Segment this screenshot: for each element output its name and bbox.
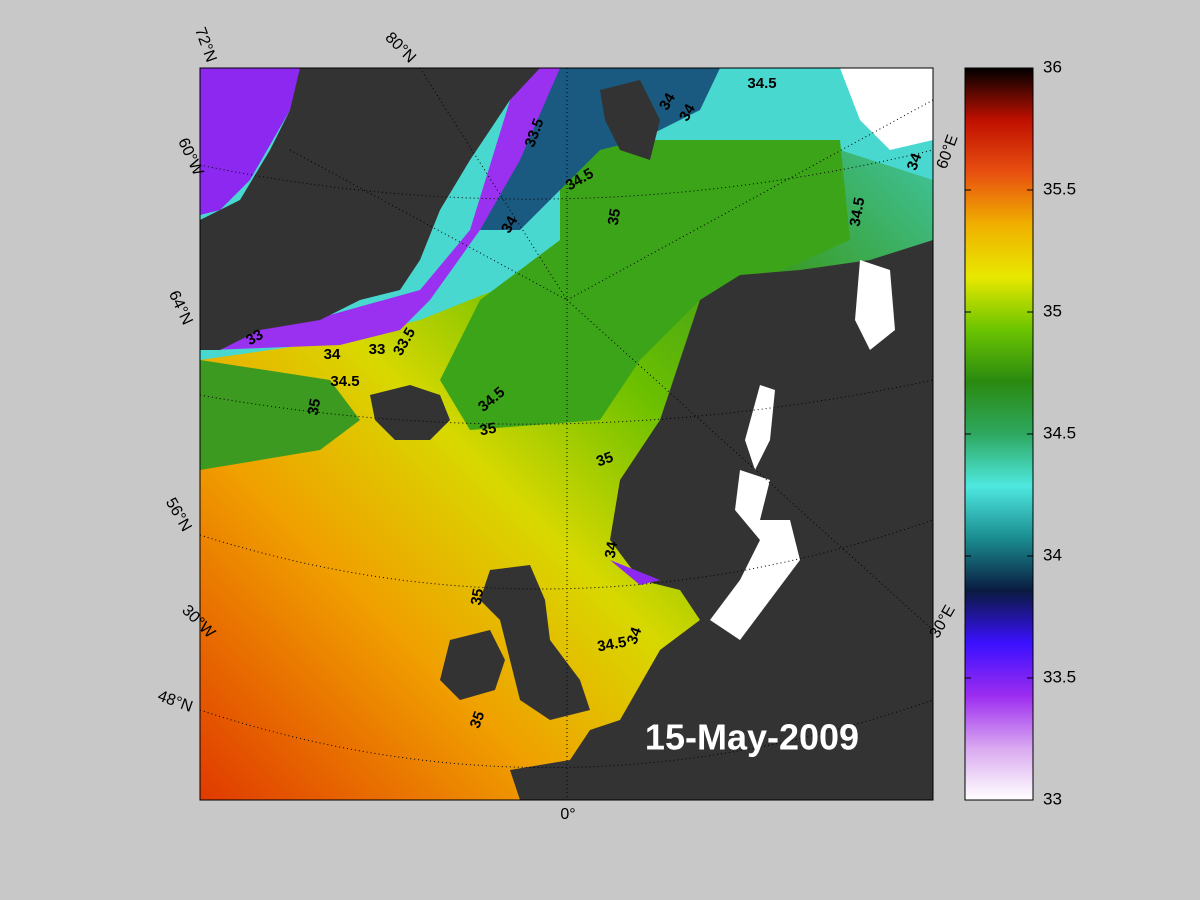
graticule-label: 60°E (934, 133, 962, 172)
greenland (200, 68, 540, 350)
colorbar-tick-label: 36 (1043, 57, 1062, 76)
colorbar-ticks: 33 33.5 34 34.5 35 35.5 36 (965, 57, 1076, 808)
great-britain (480, 565, 590, 720)
contour-label: 34 (498, 213, 521, 237)
contour-label: 35 (468, 587, 488, 606)
contour-label: 35 (478, 420, 497, 440)
graticule-label: 56°N (162, 495, 195, 534)
purple-water (200, 68, 310, 215)
graticule-label: 72°N (191, 25, 219, 64)
contour-label: 34 (602, 540, 622, 560)
green-water (440, 140, 850, 430)
colorbar-tick-label: 34 (1043, 545, 1062, 564)
contour-label: 35 (594, 449, 615, 471)
map-frame (199, 67, 934, 801)
contour-label: 34.5 (330, 373, 359, 390)
contour-label: 34.5 (847, 196, 869, 228)
contour-label: 34 (676, 101, 699, 125)
colorbar-tick-label: 33.5 (1043, 667, 1076, 686)
graticule-label: 48°N (155, 688, 194, 716)
green-water (200, 360, 360, 470)
contour-label: 35 (605, 207, 625, 226)
colorbar-tick-label: 35 (1043, 301, 1062, 320)
graticule-label: 0° (560, 806, 575, 823)
contour-label: 35 (467, 709, 489, 730)
contour-label: 34 (904, 150, 926, 172)
contour-label: 34 (624, 624, 646, 646)
graticule (200, 149, 933, 769)
ice (710, 260, 895, 640)
contour-label: 33 (369, 341, 386, 358)
scandinavia-europe (510, 240, 933, 800)
contour-label: 34 (656, 90, 679, 114)
svalbard (600, 80, 660, 160)
colorbar (964, 67, 1034, 801)
contour-label: 33 (243, 326, 266, 349)
purple-water (610, 560, 660, 585)
ice (840, 68, 933, 150)
contour-label: 34.5 (747, 75, 776, 92)
graticule-label: 80°N (382, 29, 419, 66)
colorbar-tick-label: 33 (1043, 789, 1062, 808)
iceland (370, 385, 450, 440)
colorbar-tick-label: 35.5 (1043, 179, 1076, 198)
colorbar-tick-label: 34.5 (1043, 423, 1076, 442)
dark-water (480, 68, 720, 230)
date-label: 15-May-2009 (645, 717, 859, 758)
contour-label: 35 (305, 397, 325, 416)
contour-label: 34.5 (596, 634, 628, 656)
ireland (440, 630, 505, 700)
contour-label: 34 (324, 346, 341, 363)
map (200, 68, 933, 800)
graticule-label: 64°N (165, 288, 196, 328)
